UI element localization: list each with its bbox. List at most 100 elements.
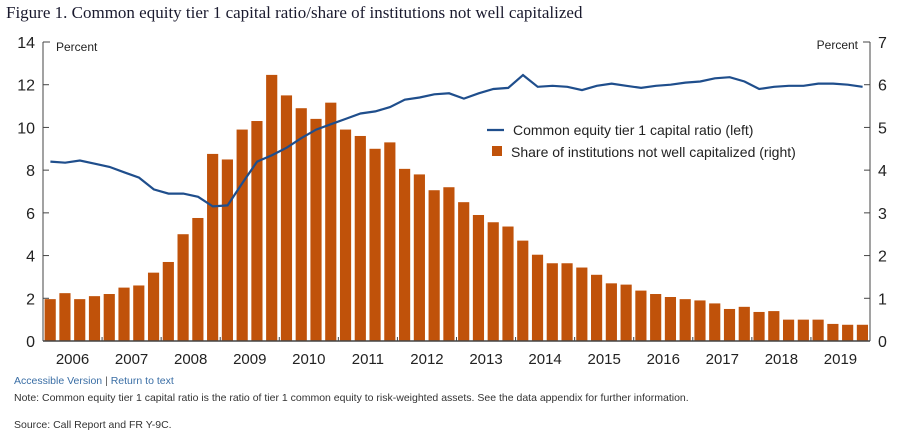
x-tick-label: 2014 [528,351,561,368]
chart-source: Source: Call Report and FR Y-9C. [14,419,172,431]
bar [694,300,706,341]
bar [443,187,455,341]
bar [591,274,603,341]
right-tick-label: 6 [878,78,887,95]
bar [679,299,691,341]
x-tick-label: 2013 [469,351,502,368]
bar [856,324,868,341]
footer-links: Accessible Version | Return to text [14,375,174,387]
left-axis-label: Percent [56,40,98,54]
bar [753,311,765,341]
bar [59,293,71,341]
bar [428,190,440,341]
x-tick-label: 2007 [115,351,148,368]
right-tick-label: 3 [878,206,887,223]
bar [709,303,721,341]
left-tick-label: 14 [17,35,35,52]
x-tick-label: 2010 [292,351,325,368]
bar [531,254,544,341]
bar [797,319,809,341]
bar-series [44,74,868,342]
bar [472,214,485,341]
right-tick-label: 2 [878,249,887,266]
bar [325,102,337,341]
bar [251,121,263,342]
bar [74,299,86,341]
bar [266,74,278,341]
bar [664,297,677,341]
bar [723,308,736,341]
bar [458,202,470,341]
bar [88,296,101,341]
bar [812,319,824,341]
link-separator: | [105,375,108,387]
x-tick-label: 2011 [352,351,384,368]
bar [738,306,750,341]
left-tick-label: 12 [17,78,35,95]
bar [650,294,662,341]
right-tick-label: 1 [878,291,887,308]
right-tick-label: 5 [878,120,887,137]
x-tick-label: 2006 [56,351,89,368]
bar [635,290,647,341]
legend-label-bar: Share of institutions not well capitaliz… [511,144,796,160]
bar [842,324,854,341]
bar [354,135,366,341]
x-tick-label: 2017 [706,351,739,368]
bar [236,129,248,341]
bar [413,174,425,341]
bar [133,285,145,341]
bar [295,108,307,341]
chart-note: Note: Common equity tier 1 capital ratio… [14,392,689,404]
left-tick-label: 6 [26,206,35,223]
right-tick-label: 7 [878,35,887,52]
bar [399,168,411,341]
bar [576,267,588,341]
line-series-cet1-ratio [50,73,863,208]
left-tick-label: 2 [26,291,35,308]
left-tick-label: 10 [17,120,35,137]
right-tick-label: 0 [878,334,887,351]
bar [827,323,839,341]
bar [310,118,322,341]
bar [605,283,617,341]
right-tick-label: 4 [878,163,887,180]
bar [162,261,174,341]
bar [177,234,189,341]
bar [192,217,204,341]
x-tick-label: 2008 [174,351,207,368]
bar [339,129,352,341]
bar [147,272,160,341]
bar [782,319,795,341]
bar [561,263,573,341]
right-axis-label: Percent [817,38,859,52]
bar [369,148,381,341]
bar [487,222,499,341]
legend-bar-swatch [492,146,502,156]
figure-title: Figure 1. Common equity tier 1 capital r… [6,3,583,22]
bar [517,240,529,341]
bar [118,287,130,341]
bar [207,153,219,341]
bar [103,294,115,341]
x-tick-label: 2019 [824,351,857,368]
return-to-text-link[interactable]: Return to text [110,375,174,387]
bar [280,95,293,342]
bar [546,263,558,341]
bar [768,311,780,341]
left-tick-label: 0 [26,334,35,351]
left-tick-label: 4 [26,249,35,266]
x-tick-label: 2012 [410,351,443,368]
left-tick-label: 8 [26,163,35,180]
x-tick-label: 2009 [233,351,266,368]
x-tick-label: 2018 [765,351,798,368]
bar [221,159,233,341]
bar [502,226,514,341]
accessible-version-link[interactable]: Accessible Version [14,375,103,387]
x-tick-label: 2015 [587,351,620,368]
legend-label-line: Common equity tier 1 capital ratio (left… [513,122,753,138]
bar [384,142,396,341]
x-tick-label: 2016 [647,351,680,368]
